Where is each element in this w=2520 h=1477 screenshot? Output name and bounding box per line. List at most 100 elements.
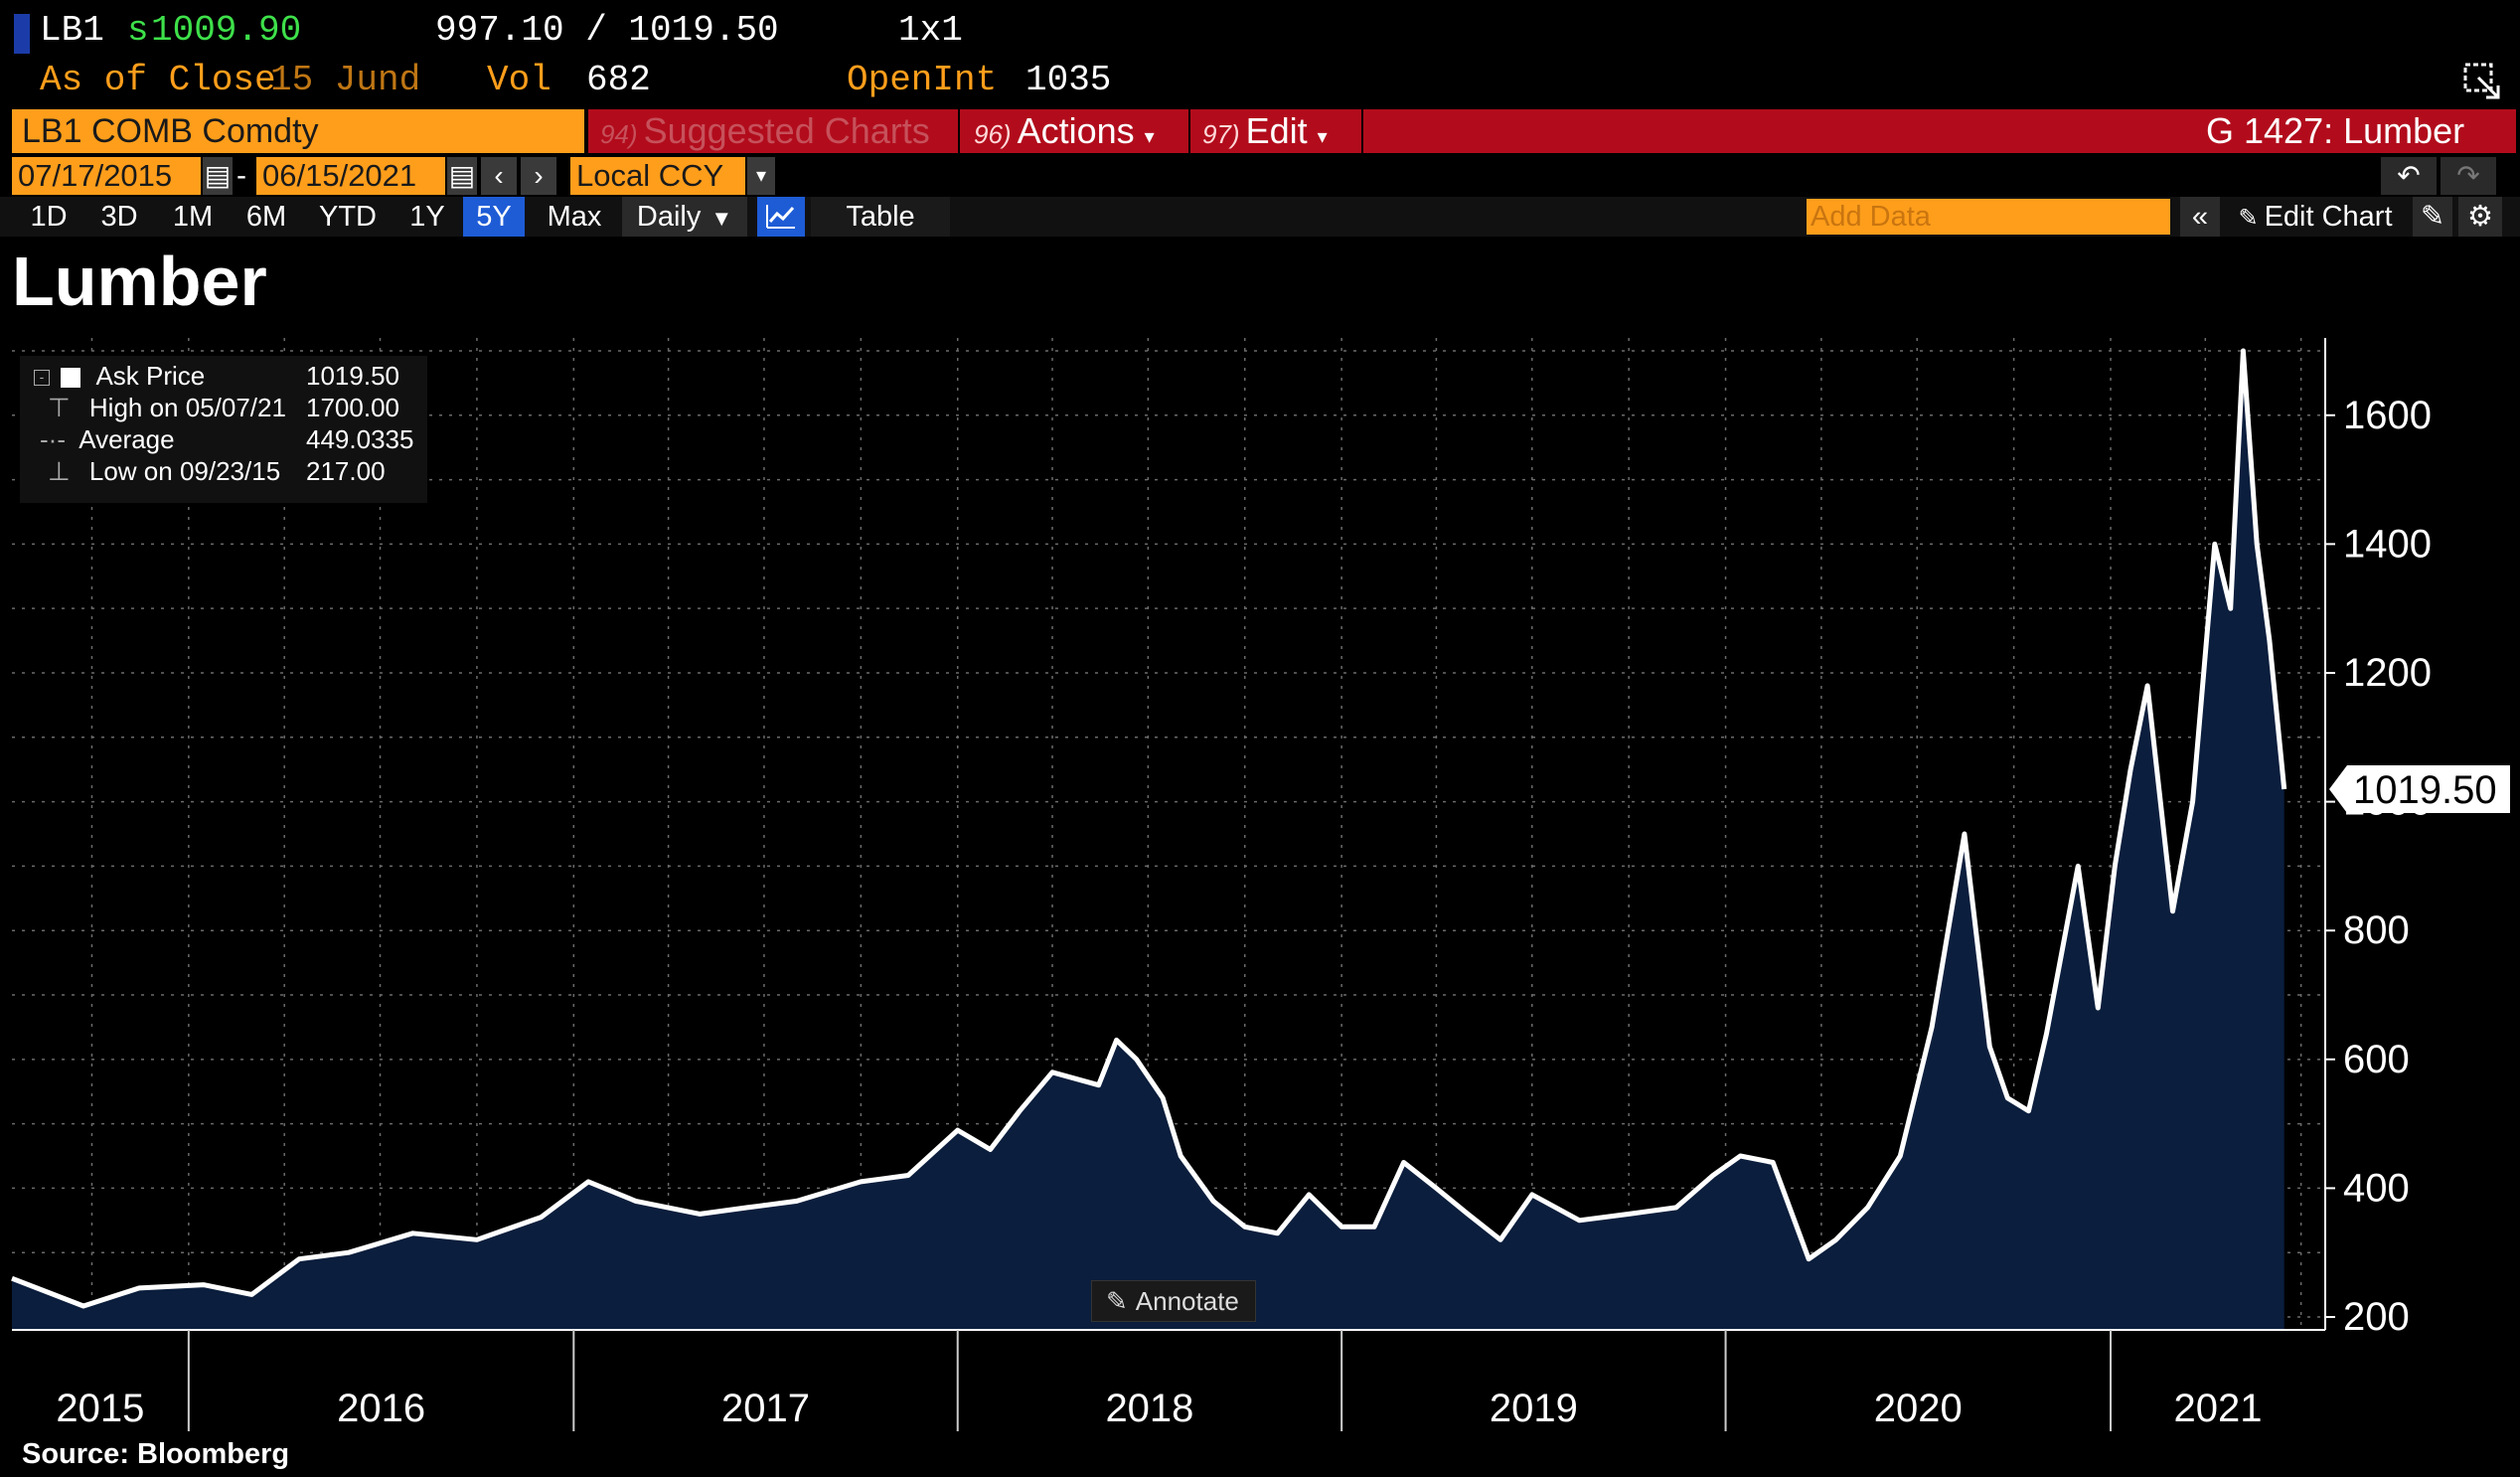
x-tick-label: 2016 (337, 1387, 425, 1430)
chart-title: Lumber (12, 243, 267, 320)
actions-menu[interactable]: 96) Actions ▾ (974, 109, 1155, 153)
range-1y[interactable]: 1Y (409, 201, 445, 233)
bid-ask-size: 1x1 (898, 10, 963, 51)
suggested-charts-menu[interactable]: 94) Suggested Charts (600, 109, 930, 153)
previous-period-icon[interactable]: ‹ (481, 157, 517, 195)
y-tick-label: 400 (2343, 1166, 2410, 1210)
y-tick-label: 600 (2343, 1038, 2410, 1081)
line-chart-icon[interactable] (757, 197, 805, 237)
y-axis-ticks: 2004006008001000120014001600 (2325, 394, 2432, 1339)
low-marker-icon: ⊥ (48, 456, 71, 486)
y-tick-label: 1600 (2343, 394, 2432, 437)
end-date-field[interactable]: 06/15/2021 (256, 157, 445, 195)
edit-label: Edit (1245, 110, 1308, 151)
annotate-pencil-icon: ✎ (1106, 1286, 1128, 1316)
collapse-minus-icon[interactable]: - (34, 370, 50, 387)
x-tick-label: 2020 (1874, 1387, 1963, 1430)
suggested-charts-label: Suggested Charts (643, 110, 930, 151)
edit-caret-icon: ▾ (1317, 126, 1328, 148)
popout-icon[interactable] (2462, 62, 2502, 110)
as-of-label: As of Close (40, 60, 276, 100)
redo-icon[interactable]: ↷ (2441, 157, 2496, 195)
function-title: G 1427: Lumber (2206, 110, 2465, 151)
legend-series-row[interactable]: - Ask Price 1019.50 (34, 360, 399, 392)
open-interest-label: OpenInt (847, 60, 998, 100)
undo-icon[interactable]: ↶ (2381, 157, 2437, 195)
edit-menu[interactable]: 97) Edit ▾ (1202, 109, 1328, 153)
settings-gear-icon[interactable]: ⚙ (2458, 197, 2502, 237)
x-tick-label: 2017 (721, 1387, 810, 1430)
security-field[interactable]: LB1 COMB Comdty (12, 109, 584, 153)
range-1m[interactable]: 1M (172, 201, 214, 233)
range-max[interactable]: Max (547, 201, 602, 233)
quote-details: As of Close 15 Jund Vol 682 OpenInt 1035 (0, 56, 2520, 103)
legend-low-row: ⊥ Low on 09/23/15 217.00 (34, 455, 386, 487)
annotate-label: Annotate (1135, 1286, 1239, 1316)
last-price: 1009.90 (151, 10, 302, 51)
menu-divider (1361, 109, 1363, 153)
frequency-dropdown[interactable]: Daily ▼ (622, 197, 747, 237)
table-button[interactable]: Table (811, 197, 950, 237)
legend-high-label: High on 05/07/21 (88, 393, 286, 422)
legend-low-label: Low on 09/23/15 (88, 456, 281, 486)
legend: - Ask Price 1019.50 ⊤ High on 05/07/21 1… (20, 356, 427, 503)
menu-divider (958, 109, 960, 153)
start-calendar-icon[interactable]: ▤ (203, 157, 233, 195)
currency-dropdown-icon[interactable]: ▾ (747, 157, 775, 195)
range-6m[interactable]: 6M (245, 201, 287, 233)
volume-value: 682 (586, 60, 651, 100)
range-3d[interactable]: 3D (100, 201, 138, 233)
high-marker-icon: ⊤ (48, 393, 71, 422)
end-calendar-icon[interactable]: ▤ (447, 157, 477, 195)
edit-num: 97) (1202, 119, 1240, 149)
collapse-icon[interactable]: « (2180, 197, 2220, 237)
suggested-charts-num: 94) (600, 119, 638, 149)
range-1d[interactable]: 1D (30, 201, 68, 233)
y-tick-label: 800 (2343, 908, 2410, 952)
price-area (12, 351, 2284, 1330)
add-data-field[interactable]: Add Data (1807, 199, 2170, 235)
legend-average-row: -·- Average 449.0335 (34, 423, 413, 455)
average-marker-icon: -·- (40, 424, 66, 454)
quote-header: LB1 s 1009.90 997.10 / 1019.50 1x1 (0, 6, 2520, 54)
edit-chart-button[interactable]: ✎ Edit Chart (2226, 197, 2405, 237)
last-value-label: 1019.50 (2353, 768, 2497, 812)
legend-series-name: Ask Price (95, 361, 206, 391)
date-range-bar: 07/17/2015 ▤ - 06/15/2021 ▤ ‹ › Local CC… (0, 157, 2520, 195)
x-tick-label: 2021 (2174, 1387, 2263, 1430)
x-tick-label: 2018 (1105, 1387, 1193, 1430)
menu-bar-background (588, 109, 2516, 153)
frequency-caret-icon: ▼ (710, 206, 733, 231)
last-value-marker: 1019.50 (2329, 764, 2510, 813)
y-tick-label: 1200 (2343, 651, 2432, 695)
bid-ask: 997.10 / 1019.50 (435, 10, 779, 51)
open-interest-value: 1035 (1025, 60, 1112, 100)
date-separator: - (236, 159, 246, 192)
x-tick-label: 2019 (1490, 1387, 1578, 1430)
legend-average-label: Average (79, 424, 175, 454)
y-tick-label: 200 (2343, 1295, 2410, 1339)
legend-high-value: 1700.00 (306, 393, 399, 422)
legend-low-value: 217.00 (306, 456, 386, 486)
next-period-icon[interactable]: › (521, 157, 556, 195)
range-5y[interactable]: 5Y (463, 197, 525, 237)
actions-num: 96) (974, 119, 1012, 149)
actions-caret-icon: ▾ (1144, 126, 1155, 148)
as-of-date: 15 Jund (270, 60, 421, 100)
security-color-marker (14, 14, 30, 54)
pencil-icon: ✎ (2238, 205, 2259, 232)
edit-note-icon[interactable]: ✎ (2413, 197, 2452, 237)
range-ytd[interactable]: YTD (319, 201, 377, 233)
currency-field[interactable]: Local CCY (570, 157, 745, 195)
ticker: LB1 (40, 10, 104, 51)
last-price-prefix: s (127, 10, 149, 51)
add-data-placeholder: Add Data (1811, 201, 1931, 233)
price-line (11, 348, 2287, 1309)
y-tick-label: 1400 (2343, 522, 2432, 566)
axes (12, 338, 2326, 1331)
start-date-field[interactable]: 07/17/2015 (12, 157, 201, 195)
legend-series-value: 1019.50 (306, 361, 399, 391)
annotate-button[interactable]: ✎ Annotate (1091, 1280, 1256, 1322)
x-tick-label: 2015 (56, 1387, 144, 1430)
